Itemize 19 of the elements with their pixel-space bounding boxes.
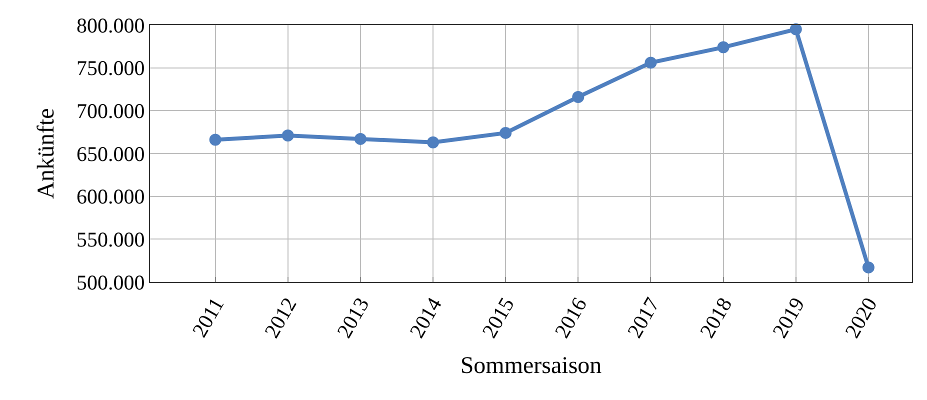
y-tick-label: 500.000	[76, 270, 145, 294]
point	[500, 126, 512, 139]
point	[427, 136, 440, 148]
y-tick-label: 650.000	[76, 142, 145, 166]
point	[862, 261, 874, 274]
y-tick-label: 750.000	[76, 56, 145, 80]
y-tick-label: 600.000	[76, 184, 145, 209]
point	[790, 23, 802, 36]
y-tick-label: 800.000	[76, 13, 145, 38]
y-axis-title: Ankünfte	[34, 108, 60, 199]
y-tick-label: 550.000	[76, 228, 145, 252]
point	[354, 132, 366, 145]
y-tick-label: 700.000	[76, 99, 145, 124]
x-axis-title: Sommersaison	[460, 353, 602, 380]
point	[717, 41, 730, 54]
point	[572, 90, 584, 103]
point	[209, 134, 222, 146]
point	[282, 130, 294, 142]
point	[644, 56, 657, 69]
